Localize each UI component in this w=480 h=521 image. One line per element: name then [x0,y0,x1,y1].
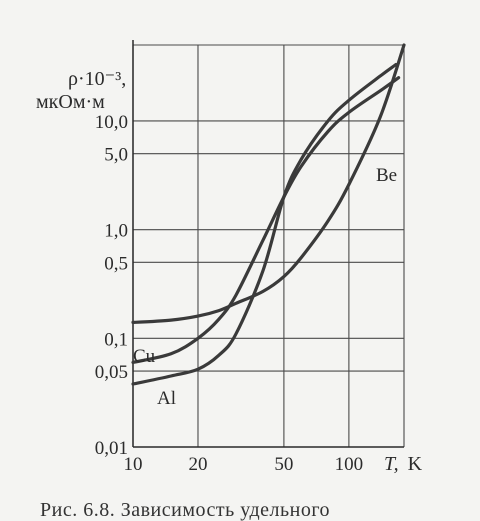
y-tick-label: 5,0 [104,145,128,166]
y-tick-label: 0,1 [104,329,128,350]
y-tick-label: 0,01 [95,438,128,459]
y-tick-label: 10,0 [95,112,128,133]
x-tick-label: 20 [188,454,207,475]
x-axis-title: T, K [384,453,423,475]
y-axis-title-line-1: ρ·10⁻³, [68,68,126,90]
grid-lines [132,44,405,448]
x-tick-label: 50 [274,454,293,475]
series-line-be [131,43,406,324]
data-curves [131,43,406,386]
y-tick-label: 0,5 [104,253,128,274]
series-label-be: Be [376,165,397,186]
y-tick-label: 0,05 [95,362,128,383]
x-axis-title-unit: K [408,453,423,475]
y-tick-labels: 0,01 0,05 0,1 0,5 1,0 5,0 10,0 [95,112,128,459]
figure-caption: Рис. 6.8. Зависимость удельного [40,499,330,521]
series-label-cu: Cu [133,346,156,367]
y-axis-title-line-2: мкОм·м [36,91,105,113]
y-tick-label: 1,0 [104,221,128,242]
x-axis-title-variable: T, [384,453,399,475]
series-line-cu [131,76,401,364]
series-label-al: Al [157,388,176,409]
x-tick-label: 100 [335,454,364,475]
series-line-al [131,62,398,386]
x-tick-labels: 10 20 50 100 [124,454,364,475]
plot-frame [132,40,404,448]
x-tick-label: 10 [124,454,143,475]
